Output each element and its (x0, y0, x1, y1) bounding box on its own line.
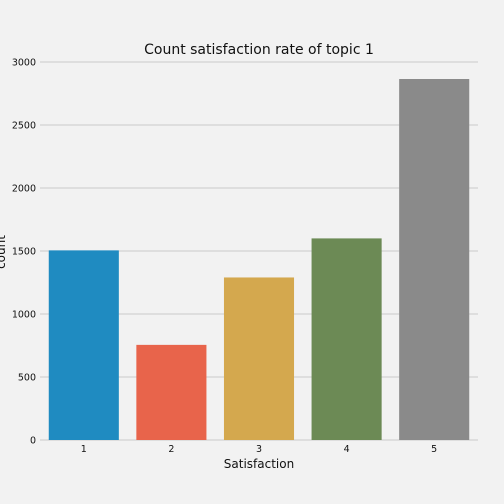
y-tick-labels: 0 500 1000 1500 2000 2500 3000 (12, 58, 36, 447)
y-tick-label: 3000 (12, 58, 36, 69)
y-tick-label: 1000 (12, 310, 36, 321)
y-tick-label: 2500 (12, 121, 36, 132)
y-tick-label: 2000 (12, 184, 36, 195)
x-axis-label: Satisfaction (224, 457, 294, 471)
x-tick-labels: 1 2 3 4 5 (81, 444, 437, 455)
x-tick-label: 4 (344, 444, 350, 455)
x-tick-label: 3 (256, 444, 262, 455)
bars (48, 79, 470, 440)
x-tick-label: 1 (81, 444, 87, 455)
y-axis-label: count (0, 235, 8, 269)
bar-1 (48, 250, 119, 440)
x-tick-label: 5 (431, 444, 437, 455)
y-tick-label: 1500 (12, 247, 36, 258)
bar-4 (311, 238, 382, 440)
chart-title: Count satisfaction rate of topic 1 (144, 42, 374, 58)
bar-2 (136, 344, 207, 440)
bar-5 (399, 79, 470, 440)
y-tick-label: 0 (30, 436, 36, 447)
x-tick-label: 2 (168, 444, 174, 455)
bar-3 (223, 277, 295, 440)
y-tick-label: 500 (18, 373, 36, 384)
